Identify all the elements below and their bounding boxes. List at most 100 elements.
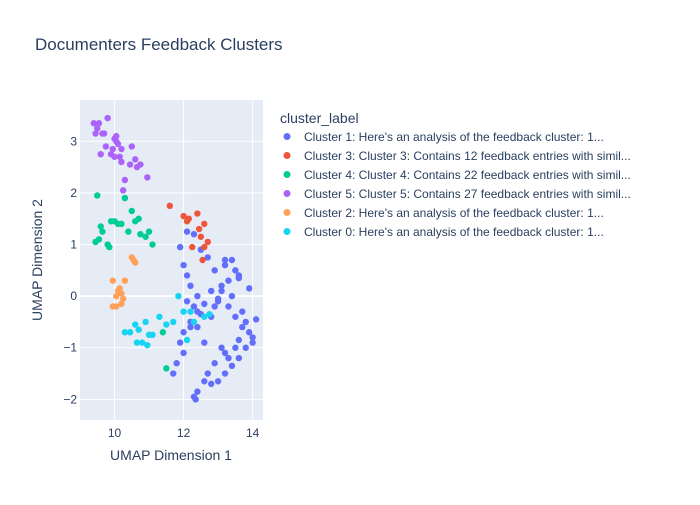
data-point[interactable] (208, 287, 215, 295)
data-point[interactable] (138, 339, 146, 346)
legend-item[interactable]: Cluster 1: Here's an analysis of the fee… (283, 130, 604, 144)
data-point[interactable] (102, 143, 110, 150)
data-point[interactable] (218, 282, 225, 290)
data-point[interactable] (95, 120, 103, 127)
data-point[interactable] (245, 285, 253, 292)
data-point[interactable] (145, 228, 153, 235)
data-point[interactable] (92, 238, 99, 246)
data-point[interactable] (187, 308, 194, 315)
data-point[interactable] (118, 220, 125, 228)
data-point[interactable] (208, 380, 215, 388)
data-point[interactable] (194, 323, 201, 331)
data-point[interactable] (197, 233, 205, 240)
data-point[interactable] (232, 313, 239, 320)
data-point[interactable] (211, 267, 218, 274)
data-point[interactable] (180, 349, 187, 357)
data-point[interactable] (97, 150, 104, 158)
data-point[interactable] (128, 143, 135, 150)
data-point[interactable] (211, 303, 218, 310)
data-point[interactable] (119, 295, 127, 302)
data-point[interactable] (116, 153, 123, 160)
legend-item[interactable]: Cluster 4: Cluster 4: Contains 22 feedba… (283, 168, 631, 182)
data-point[interactable] (116, 285, 123, 292)
data-point[interactable] (132, 259, 139, 266)
data-point[interactable] (194, 388, 201, 395)
data-point[interactable] (221, 256, 229, 264)
data-point[interactable] (201, 313, 208, 320)
data-point[interactable] (218, 287, 225, 295)
data-point[interactable] (121, 194, 129, 202)
data-point[interactable] (180, 261, 187, 269)
data-point[interactable] (135, 215, 142, 222)
data-point[interactable] (221, 349, 229, 357)
data-point[interactable] (92, 130, 99, 137)
data-point[interactable] (228, 256, 236, 264)
data-point[interactable] (144, 174, 151, 181)
data-point[interactable] (132, 156, 139, 163)
data-point[interactable] (90, 120, 98, 127)
data-point[interactable] (104, 114, 111, 122)
data-point[interactable] (128, 207, 135, 215)
data-point[interactable] (159, 329, 167, 336)
data-point[interactable] (228, 292, 236, 300)
data-point[interactable] (106, 243, 113, 251)
data-point[interactable] (239, 323, 246, 331)
data-point[interactable] (111, 153, 118, 160)
data-point[interactable] (249, 339, 256, 346)
data-point[interactable] (201, 339, 208, 346)
data-point[interactable] (232, 344, 239, 351)
data-point[interactable] (221, 370, 229, 377)
data-point[interactable] (119, 187, 127, 194)
data-point[interactable] (118, 145, 125, 153)
data-point[interactable] (245, 329, 253, 336)
data-point[interactable] (204, 254, 211, 261)
data-point[interactable] (156, 313, 163, 320)
data-point[interactable] (225, 303, 232, 310)
data-point[interactable] (133, 163, 141, 171)
data-point[interactable] (163, 365, 170, 372)
data-point[interactable] (133, 339, 141, 346)
data-point[interactable] (113, 132, 120, 140)
data-point[interactable] (192, 396, 199, 403)
data-point[interactable] (109, 303, 117, 310)
data-point[interactable] (94, 125, 101, 132)
data-point[interactable] (225, 277, 232, 284)
data-point[interactable] (221, 261, 229, 269)
data-point[interactable] (195, 225, 203, 233)
data-point[interactable] (142, 318, 149, 326)
data-point[interactable] (214, 378, 222, 385)
data-point[interactable] (132, 321, 139, 328)
legend-item[interactable]: Cluster 0: Here's an analysis of the fee… (283, 225, 604, 239)
data-point[interactable] (201, 378, 208, 385)
data-point[interactable] (126, 161, 134, 168)
data-point[interactable] (249, 334, 256, 341)
data-point[interactable] (144, 341, 151, 349)
data-point[interactable] (183, 272, 191, 279)
data-point[interactable] (189, 243, 196, 251)
data-point[interactable] (125, 228, 132, 235)
data-point[interactable] (183, 228, 191, 235)
data-point[interactable] (170, 370, 177, 377)
data-point[interactable] (121, 176, 129, 184)
data-point[interactable] (149, 241, 156, 248)
data-point[interactable] (113, 292, 120, 300)
data-point[interactable] (121, 329, 129, 336)
data-point[interactable] (228, 362, 236, 370)
data-point[interactable] (194, 292, 201, 300)
data-point[interactable] (135, 326, 142, 333)
data-point[interactable] (218, 344, 225, 351)
data-point[interactable] (211, 360, 218, 367)
data-point[interactable] (94, 192, 101, 199)
data-point[interactable] (235, 354, 243, 362)
data-point[interactable] (235, 336, 243, 344)
data-point[interactable] (242, 344, 249, 351)
legend-item[interactable]: Cluster 5: Cluster 5: Contains 27 feedba… (283, 187, 631, 201)
data-point[interactable] (199, 256, 206, 264)
data-point[interactable] (187, 282, 194, 290)
data-point[interactable] (163, 321, 170, 328)
data-point[interactable] (204, 370, 211, 377)
data-point[interactable] (166, 202, 173, 210)
data-point[interactable] (232, 267, 239, 274)
data-point[interactable] (225, 354, 232, 362)
data-point[interactable] (149, 331, 156, 339)
